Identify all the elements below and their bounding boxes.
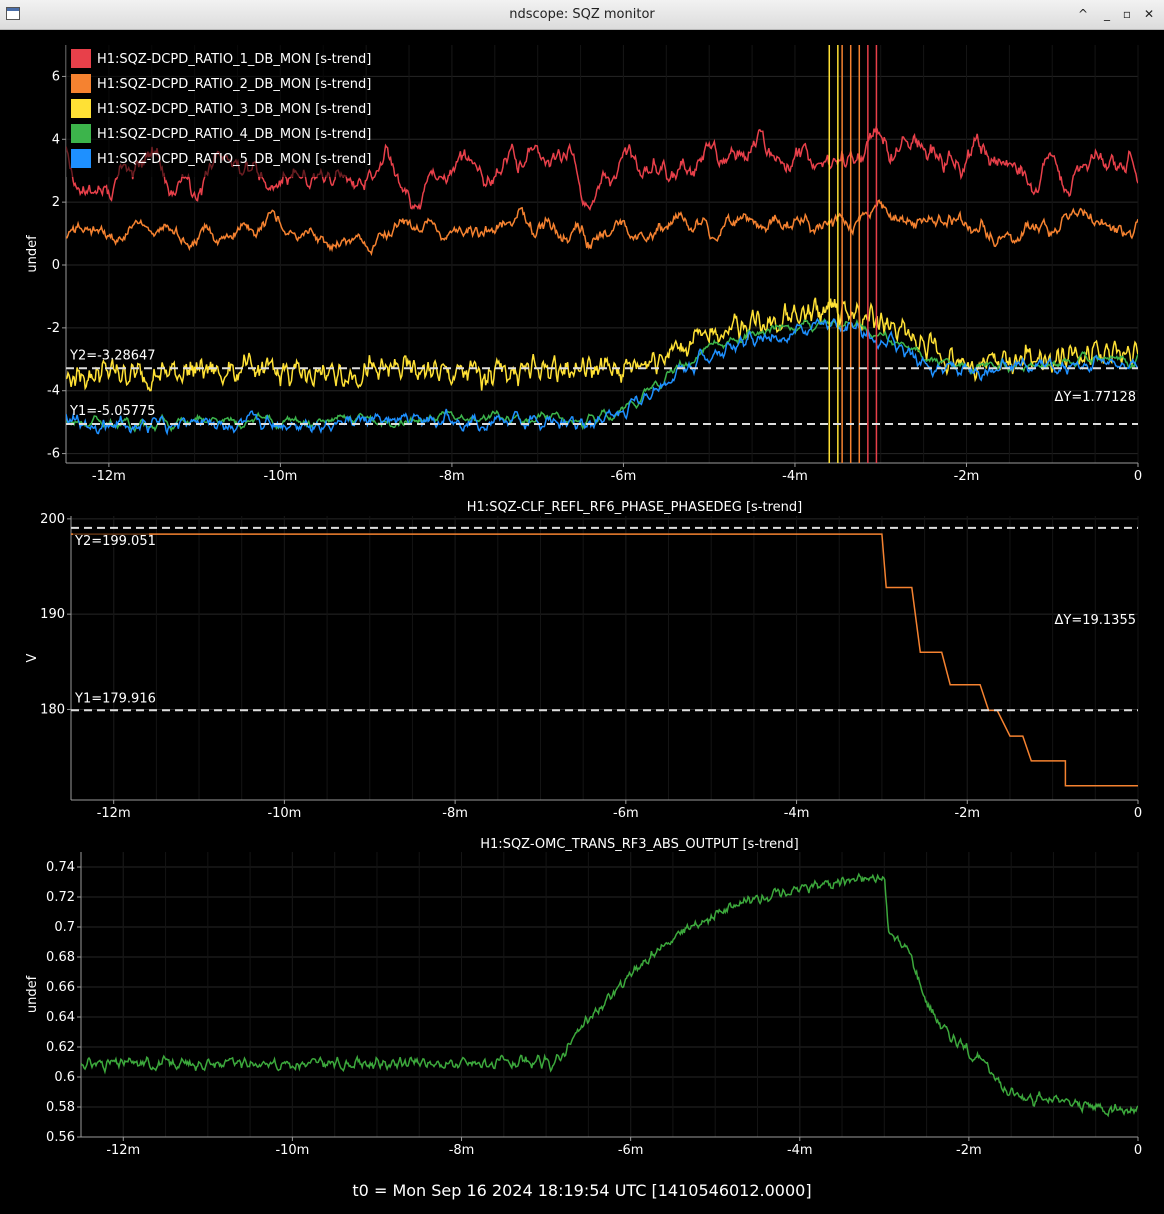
series-line xyxy=(71,533,1138,787)
y-tick-label: 0.64 xyxy=(46,1010,75,1025)
x-tick-label: -10m xyxy=(267,806,301,821)
y-axis-label: V xyxy=(25,653,40,662)
x-tick-label: -12m xyxy=(97,806,131,821)
legend-swatch xyxy=(71,74,91,93)
y-tick-label: -6 xyxy=(47,447,60,462)
x-tick-label: -12m xyxy=(92,469,126,484)
legend-box xyxy=(66,45,363,177)
x-tick-label: -10m xyxy=(275,1143,309,1158)
y1-cursor-label: Y1=-5.05775 xyxy=(69,404,156,419)
t0-timestamp: t0 = Mon Sep 16 2024 18:19:54 UTC [14105… xyxy=(352,1181,812,1200)
x-tick-label: -2m xyxy=(956,1143,982,1158)
x-tick-label: -12m xyxy=(106,1143,140,1158)
y-tick-label: 190 xyxy=(40,607,65,622)
title-bar: ndscope: SQZ monitor ^ _ ▫ ✕ xyxy=(0,0,1164,30)
x-tick-label: -8m xyxy=(442,806,468,821)
y-tick-label: 0.7 xyxy=(54,920,75,935)
x-tick-label: -2m xyxy=(954,469,980,484)
y-tick-label: -2 xyxy=(47,321,60,336)
x-tick-label: -6m xyxy=(618,1143,644,1158)
x-tick-label: -6m xyxy=(613,806,639,821)
legend-label: H1:SQZ-DCPD_RATIO_5_DB_MON [s-trend] xyxy=(97,152,371,167)
y-tick-label: 0.72 xyxy=(46,890,75,905)
legend-label: H1:SQZ-DCPD_RATIO_1_DB_MON [s-trend] xyxy=(97,52,371,67)
y-tick-label: 180 xyxy=(40,702,65,717)
x-tick-label: 0 xyxy=(1134,1143,1142,1158)
plot-title: H1:SQZ-CLF_REFL_RF6_PHASE_PHASEDEG [s-tr… xyxy=(467,500,802,515)
x-tick-label: 0 xyxy=(1134,806,1142,821)
plot-title: H1:SQZ-OMC_TRANS_RF3_ABS_OUTPUT [s-trend… xyxy=(480,837,798,852)
series-line xyxy=(66,199,1138,257)
shade-icon[interactable]: ^ xyxy=(1077,7,1089,21)
delta-y-label: ΔY=1.77128 xyxy=(1055,390,1137,405)
legend-label: H1:SQZ-DCPD_RATIO_3_DB_MON [s-trend] xyxy=(97,102,371,117)
y-tick-label: 4 xyxy=(52,132,60,147)
cursor-label-bg xyxy=(73,529,149,547)
y-tick-label: 2 xyxy=(52,195,60,210)
y2-cursor-label: Y2=-3.28647 xyxy=(69,348,156,363)
x-tick-label: 0 xyxy=(1134,469,1142,484)
legend-swatch xyxy=(71,99,91,118)
x-tick-label: -8m xyxy=(439,469,465,484)
legend-label: H1:SQZ-DCPD_RATIO_4_DB_MON [s-trend] xyxy=(97,127,371,142)
y1-cursor-label: Y1=179.916 xyxy=(74,691,156,706)
legend-swatch xyxy=(71,49,91,68)
series-line xyxy=(66,297,1138,392)
series-line xyxy=(66,317,1138,433)
x-tick-label: -4m xyxy=(784,806,810,821)
app-window-icon[interactable] xyxy=(6,7,20,20)
y-tick-label: 0.74 xyxy=(46,860,75,875)
x-tick-label: -8m xyxy=(449,1143,475,1158)
close-icon[interactable]: ✕ xyxy=(1143,7,1155,21)
legend-label: H1:SQZ-DCPD_RATIO_2_DB_MON [s-trend] xyxy=(97,77,371,92)
y-tick-label: 0 xyxy=(52,258,60,273)
y-tick-label: 0.66 xyxy=(46,980,75,995)
legend-swatch xyxy=(71,124,91,143)
series-line xyxy=(81,872,1138,1118)
window-title: ndscope: SQZ monitor xyxy=(509,7,655,22)
y-tick-label: 200 xyxy=(40,512,65,527)
y-tick-label: 0.56 xyxy=(46,1130,75,1145)
y-tick-label: -4 xyxy=(47,384,60,399)
legend-swatch xyxy=(71,149,91,168)
x-tick-label: -2m xyxy=(954,806,980,821)
x-tick-label: -4m xyxy=(787,1143,813,1158)
x-tick-label: -6m xyxy=(611,469,637,484)
minimize-icon[interactable]: _ xyxy=(1104,7,1110,21)
y-tick-label: 0.62 xyxy=(46,1040,75,1055)
y-tick-label: 6 xyxy=(52,69,60,84)
y2-cursor-label: Y2=199.051 xyxy=(74,534,156,549)
y-tick-label: 0.68 xyxy=(46,950,75,965)
maximize-icon[interactable]: ▫ xyxy=(1122,7,1132,21)
y-axis-label: undef xyxy=(25,975,40,1013)
y-axis-label: undef xyxy=(25,235,40,273)
x-tick-label: -10m xyxy=(263,469,297,484)
y-tick-label: 0.58 xyxy=(46,1100,75,1115)
delta-y-label: ΔY=19.1355 xyxy=(1055,613,1137,628)
y-tick-label: 0.6 xyxy=(54,1070,75,1085)
x-tick-label: -4m xyxy=(782,469,808,484)
